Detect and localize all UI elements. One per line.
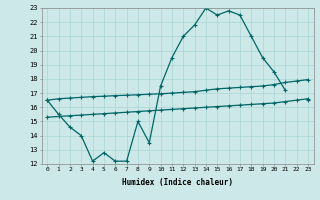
X-axis label: Humidex (Indice chaleur): Humidex (Indice chaleur) [122,178,233,187]
